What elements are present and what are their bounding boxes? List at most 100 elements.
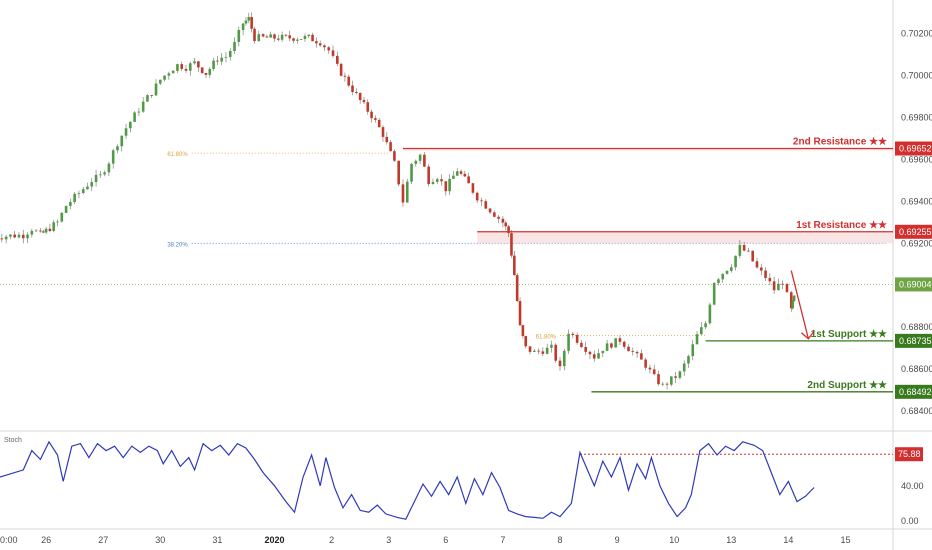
level-label: 2nd Resistance ★★	[793, 137, 887, 148]
candle-body	[695, 334, 699, 345]
time-tick-label: 15	[840, 535, 850, 545]
candle-body	[510, 233, 513, 256]
candle-body	[21, 234, 25, 239]
candle-body	[627, 346, 630, 352]
projection-arrow	[790, 270, 815, 340]
candle-body	[124, 128, 128, 136]
candle-body	[154, 83, 158, 96]
candle-body	[193, 61, 196, 64]
candle-body	[455, 171, 459, 176]
candle-body	[631, 351, 635, 352]
candle-body	[146, 95, 149, 102]
candle-body	[777, 283, 780, 291]
candle-body	[307, 34, 311, 36]
candle-body	[789, 292, 793, 309]
candle-body	[288, 35, 292, 39]
candle-body	[571, 333, 575, 335]
time-tick-label: 10	[669, 535, 679, 545]
candle-body	[90, 182, 94, 187]
candle-body	[176, 64, 179, 71]
price-tick-label: 0.69600	[901, 154, 932, 164]
price-tick-label: 0.68800	[901, 322, 932, 332]
price-tick-label: 0.70200	[901, 29, 932, 39]
candle-body	[708, 304, 712, 324]
candle-body	[39, 230, 42, 232]
candle-body	[674, 376, 677, 378]
candle-body	[670, 376, 673, 385]
candle-body	[452, 175, 455, 179]
candle-body	[431, 181, 435, 185]
candle-body	[471, 183, 475, 193]
candle-body	[265, 36, 269, 38]
time-tick-label: 2	[329, 535, 334, 545]
candle-body	[60, 212, 64, 222]
candle-body	[410, 163, 413, 182]
candle-body	[537, 350, 540, 352]
candle-body	[405, 181, 409, 203]
candle-body	[41, 231, 45, 233]
candle-body	[652, 369, 656, 375]
candle-body	[518, 301, 522, 326]
candle-body	[515, 275, 519, 302]
level-price-label: 0.69652	[899, 144, 932, 154]
candle-body	[188, 63, 192, 71]
candle-body	[284, 34, 288, 36]
candle-body	[682, 363, 686, 372]
candle-body	[792, 295, 796, 302]
candle-body	[730, 267, 733, 271]
candle-body	[48, 228, 52, 232]
current-price-label: 0.69004	[899, 279, 932, 289]
candle-body	[94, 174, 98, 183]
candle-body	[605, 343, 609, 351]
candle-body	[358, 92, 362, 101]
candle-body	[200, 67, 204, 73]
candle-body	[622, 341, 626, 347]
time-tick-label: 2020	[264, 535, 284, 545]
candle-body	[133, 112, 136, 122]
candle-body	[657, 374, 660, 385]
candle-body	[377, 119, 381, 128]
candle-body	[597, 353, 600, 359]
candle-body	[26, 234, 29, 239]
stoch-pane: Stoch 40.00 0.00 75.88	[0, 437, 924, 526]
stoch-tick-label: 0.00	[901, 516, 919, 526]
candle-body	[159, 79, 162, 84]
current-price-tag	[895, 277, 932, 292]
candle-body	[772, 281, 776, 291]
candle-body	[401, 184, 405, 203]
candle-body	[69, 202, 72, 206]
candle-body	[580, 342, 583, 348]
candle-body	[635, 351, 639, 354]
level-label: 2nd Support ★★	[807, 380, 887, 391]
candle-body	[269, 34, 272, 38]
candle-body	[781, 283, 784, 285]
candle-body	[292, 38, 295, 41]
candle-body	[712, 282, 716, 305]
candle-body	[241, 23, 245, 30]
candle-body	[323, 45, 326, 48]
candle-body	[351, 85, 354, 92]
candle-body	[261, 34, 265, 37]
candle-body	[120, 135, 124, 147]
level-label: 1st Support ★★	[811, 329, 887, 340]
candle-body	[768, 277, 772, 282]
price-tick-label: 0.70000	[901, 71, 932, 81]
stoch-line	[0, 440, 815, 520]
candle-body	[150, 95, 154, 96]
price-tick-label: 0.68400	[901, 406, 932, 416]
candle-body	[567, 333, 570, 351]
stoch-level-tag	[895, 447, 923, 462]
time-tick-label: 6	[443, 535, 448, 545]
candle-body	[197, 61, 200, 68]
candle-body	[56, 221, 59, 223]
candle-body	[315, 41, 318, 44]
candle-body	[459, 171, 463, 174]
candle-body	[691, 344, 695, 357]
candle-body	[273, 34, 276, 39]
support-resistance-levels: 2nd Resistance ★★ 0.69652 1st Resistance ★…	[402, 137, 932, 399]
candle-body	[751, 250, 755, 262]
candle-body	[524, 336, 528, 347]
time-tick-label: 3	[386, 535, 391, 545]
candle-body	[484, 201, 488, 209]
